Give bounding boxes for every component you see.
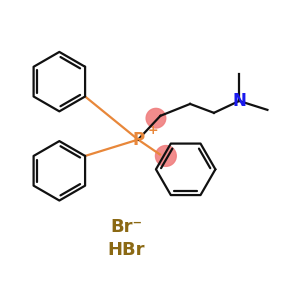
Text: P: P bbox=[132, 130, 144, 148]
Circle shape bbox=[146, 108, 166, 128]
Text: N: N bbox=[232, 92, 246, 110]
Circle shape bbox=[155, 146, 176, 166]
Text: +: + bbox=[148, 124, 158, 137]
Text: HBr: HBr bbox=[107, 241, 145, 259]
Text: Br⁻: Br⁻ bbox=[110, 218, 142, 236]
